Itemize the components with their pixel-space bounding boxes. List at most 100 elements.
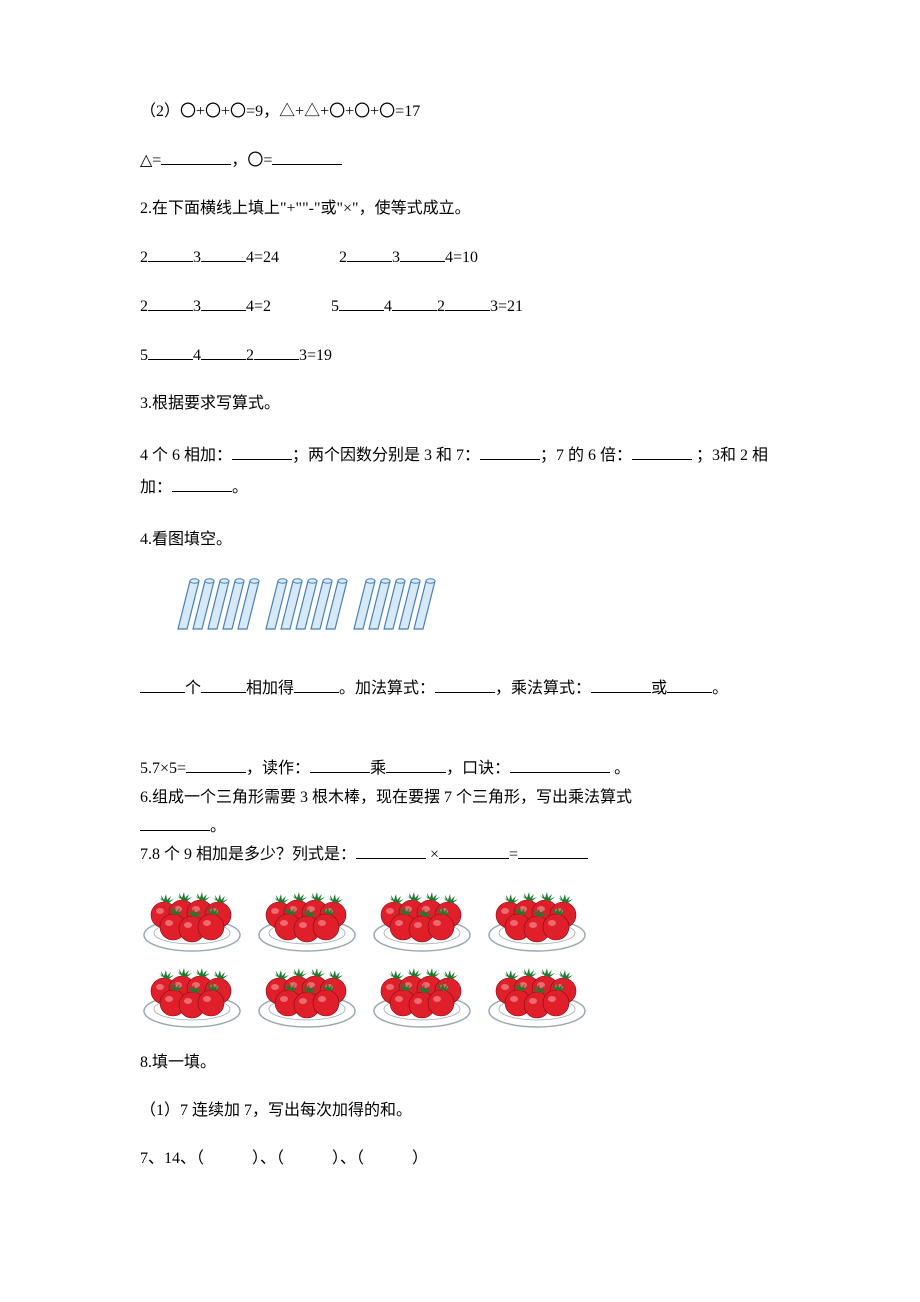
- q1-2-mid: ，〇=: [231, 152, 272, 169]
- blank-triangle[interactable]: [161, 148, 231, 165]
- text: 2: [140, 298, 148, 315]
- text: 2: [437, 298, 445, 315]
- q2-eq1: 2 3 4=24: [140, 245, 279, 270]
- text: 个: [185, 680, 201, 697]
- text: 2: [246, 347, 254, 364]
- text: 相加得: [246, 680, 294, 697]
- text: 。加法算式：: [339, 680, 435, 697]
- q2-eq3: 2 3 4=2: [140, 294, 271, 319]
- blank[interactable]: [148, 294, 193, 311]
- q2-row1: 2 3 4=24 2 3 4=10: [140, 245, 780, 270]
- text: 或: [651, 680, 667, 697]
- blank[interactable]: [392, 294, 437, 311]
- blank[interactable]: [232, 443, 292, 460]
- text: 3=19: [299, 347, 332, 364]
- text: 乘: [370, 760, 386, 777]
- text: 4=24: [246, 249, 279, 266]
- q3-title: 3.根据要求写算式。: [140, 392, 780, 416]
- text: ，口诀：: [446, 760, 510, 777]
- text: 3: [193, 298, 201, 315]
- tomato-plate: [140, 885, 245, 955]
- tomato-plate: [370, 961, 475, 1031]
- tomato-grid: [140, 885, 780, 1031]
- q2-title: 2.在下面横线上填上"+""-"或"×"，使等式成立。: [140, 197, 780, 221]
- blank[interactable]: [201, 294, 246, 311]
- blank[interactable]: [201, 245, 246, 262]
- q1-2-line1: （2）〇+〇+〇=9，△+△+〇+〇+〇=17: [140, 100, 780, 124]
- text: 。: [610, 760, 630, 777]
- blank[interactable]: [140, 814, 210, 831]
- text: 3: [392, 249, 400, 266]
- tomato-plate: [255, 885, 360, 955]
- tomato-plate: [485, 885, 590, 955]
- blank[interactable]: [186, 756, 246, 773]
- text: 2: [140, 249, 148, 266]
- text: 4: [193, 347, 201, 364]
- tomato-row: [140, 961, 780, 1031]
- blank[interactable]: [356, 842, 426, 859]
- tomato-plate: [370, 885, 475, 955]
- sticks-svg: [170, 576, 480, 638]
- q2-row3: 5 4 2 3=19: [140, 343, 780, 368]
- text: ，乘法算式：: [495, 680, 591, 697]
- tomato-plate: [485, 961, 590, 1031]
- text: 5: [331, 298, 339, 315]
- blank[interactable]: [140, 676, 185, 693]
- blank[interactable]: [148, 343, 193, 360]
- q8-sub1: （1）7 连续加 7，写出每次加得的和。: [140, 1099, 780, 1123]
- text: =: [509, 846, 518, 863]
- q4-body: 个 相加得 。加法算式： ，乘法算式： 或 。: [140, 676, 780, 701]
- q1-2-line2: △=，〇=: [140, 148, 780, 173]
- text: ；7 的 6 倍：: [540, 447, 632, 464]
- text: 5.7×5=: [140, 760, 186, 777]
- text: 4=10: [445, 249, 478, 266]
- text: 6.组成一个三角形需要 3 根木棒，现在要摆 7 个三角形，写出乘法算式: [140, 789, 632, 806]
- blank[interactable]: [201, 343, 246, 360]
- blank[interactable]: [310, 756, 370, 773]
- blank[interactable]: [510, 756, 610, 773]
- blank[interactable]: [400, 245, 445, 262]
- blank[interactable]: [518, 842, 588, 859]
- blank[interactable]: [445, 294, 490, 311]
- blank-circle[interactable]: [272, 148, 342, 165]
- text: 4=2: [246, 298, 271, 315]
- blank[interactable]: [632, 443, 692, 460]
- q4-title: 4.看图填空。: [140, 528, 780, 552]
- blank[interactable]: [667, 676, 712, 693]
- text: 2: [339, 249, 347, 266]
- text: 5: [140, 347, 148, 364]
- blank[interactable]: [386, 756, 446, 773]
- q8-seq: 7、14、（ ）、（ ）、（ ）: [140, 1147, 780, 1171]
- q2-row2: 2 3 4=2 5 4 2 3=21: [140, 294, 780, 319]
- tomato-plate: [255, 961, 360, 1031]
- blank[interactable]: [435, 676, 495, 693]
- text: 3=21: [490, 298, 523, 315]
- text: 4: [384, 298, 392, 315]
- q8-title: 8.填一填。: [140, 1051, 780, 1075]
- q2-eq4: 5 4 2 3=21: [331, 294, 523, 319]
- blank[interactable]: [480, 443, 540, 460]
- tomato-plate: [140, 961, 245, 1031]
- text: 。: [712, 680, 728, 697]
- tomato-row: [140, 885, 780, 955]
- blank[interactable]: [148, 245, 193, 262]
- blank[interactable]: [339, 294, 384, 311]
- sticks-figure: [170, 576, 780, 646]
- text: 。: [232, 479, 248, 496]
- q6: 6.组成一个三角形需要 3 根木棒，现在要摆 7 个三角形，写出乘法算式 。: [140, 784, 780, 842]
- blank[interactable]: [201, 676, 246, 693]
- blank[interactable]: [254, 343, 299, 360]
- q3-body: 4 个 6 相加：；两个因数分别是 3 和 7：；7 的 6 倍： ；3和 2 …: [140, 440, 780, 504]
- text: 。: [210, 818, 226, 835]
- q5: 5.7×5= ，读作： 乘 ，口诀： 。: [140, 755, 780, 784]
- blank[interactable]: [439, 842, 509, 859]
- text: ，读作：: [246, 760, 310, 777]
- text: ×: [426, 846, 439, 863]
- q7: 7.8 个 9 相加是多少？列式是： ×=: [140, 841, 780, 870]
- blank[interactable]: [294, 676, 339, 693]
- text: 3: [193, 249, 201, 266]
- blank[interactable]: [591, 676, 651, 693]
- q2-eq2: 2 3 4=10: [339, 245, 478, 270]
- blank[interactable]: [347, 245, 392, 262]
- blank[interactable]: [172, 475, 232, 492]
